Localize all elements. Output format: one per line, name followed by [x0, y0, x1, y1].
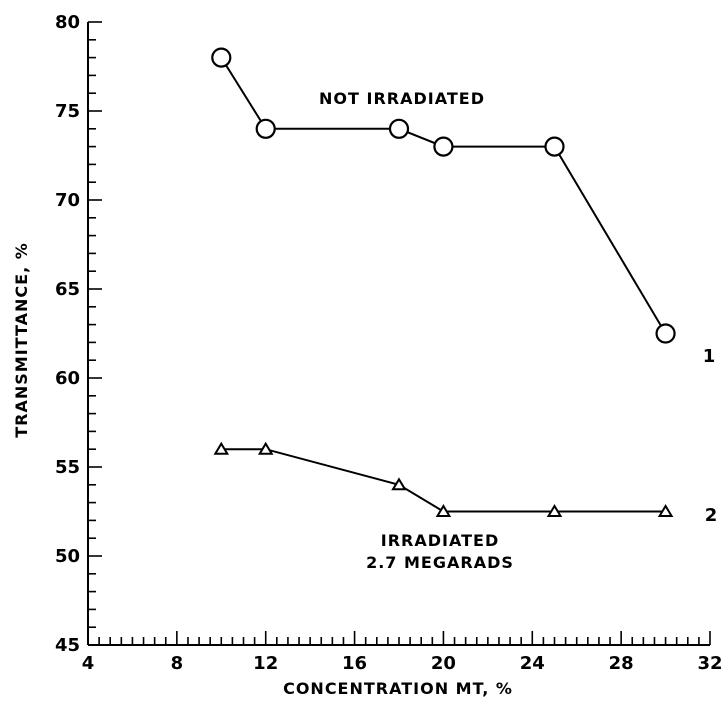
axis-ticks: [87, 21, 711, 646]
y-axis-label: TRANSMITTANCE, %: [12, 242, 31, 437]
y-tick-label: 55: [55, 457, 80, 478]
series-1-number: 1: [703, 346, 716, 367]
x-tick-label: 20: [431, 653, 456, 674]
axes: [87, 22, 710, 646]
series-1-point: [388, 118, 410, 139]
x-tick-label: 24: [520, 653, 545, 674]
series-1-line: [220, 57, 667, 335]
x-tick-label: 4: [82, 653, 95, 674]
series-2-label-line-2: 2.7 MEGARADS: [366, 553, 514, 572]
series-2-line: [221, 448, 666, 513]
y-tick-label: 65: [55, 279, 80, 300]
x-tick-label: 12: [253, 653, 278, 674]
series-2-point: [435, 504, 452, 517]
series-1-label: NOT IRRADIATED: [319, 89, 485, 108]
y-tick-label: 50: [55, 546, 80, 567]
x-tick-label: 16: [342, 653, 367, 674]
series-2: [213, 441, 674, 517]
series-2-number: 2: [705, 505, 718, 526]
series-1-point: [211, 47, 232, 68]
x-axis-label: CONCENTRATION MT, %: [283, 679, 513, 698]
series-2-point: [213, 441, 230, 455]
series-1-point: [255, 118, 276, 139]
series-2-point: [657, 504, 674, 517]
series-2-point: [546, 504, 563, 517]
y-tick-label: 60: [55, 368, 80, 389]
y-tick-label: 45: [55, 635, 80, 656]
y-tick-label: 75: [55, 101, 80, 122]
x-tick-label: 32: [697, 653, 722, 674]
y-tick-label: 70: [55, 190, 80, 211]
series-1-point: [544, 136, 565, 157]
series-1-point: [655, 323, 676, 344]
series-2-label-line-1: IRRADIATED: [381, 531, 499, 550]
series-2-point: [391, 477, 407, 491]
series-1: [211, 47, 676, 344]
series-2-point: [257, 441, 274, 455]
series-layer: [211, 47, 676, 517]
x-tick-label: 8: [171, 653, 184, 674]
y-tick-label: 80: [55, 12, 80, 33]
series-1-point: [433, 136, 454, 157]
x-tick-label: 28: [609, 653, 634, 674]
